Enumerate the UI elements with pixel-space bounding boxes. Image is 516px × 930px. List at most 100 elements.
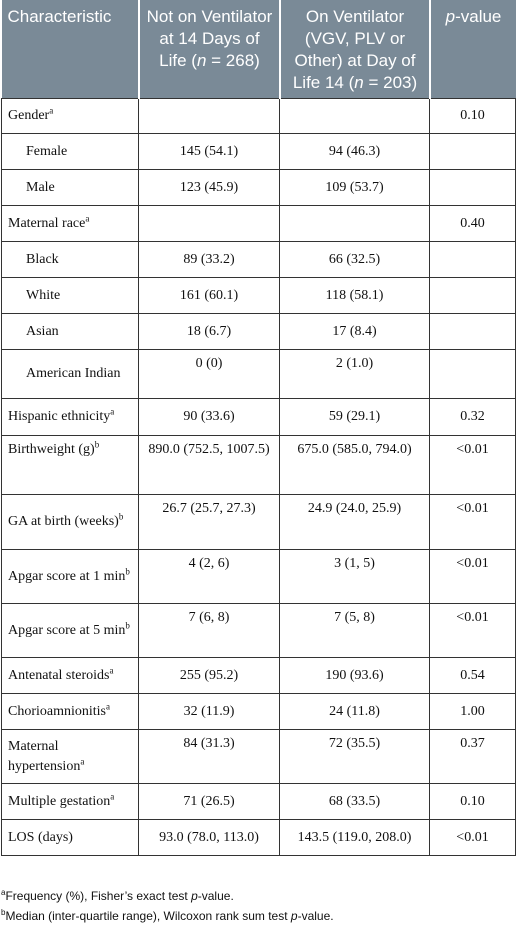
cell-on-ventilator: 24 (11.8) [279, 693, 430, 730]
table-row: Female 145 (54.1) 94 (46.3) [1, 133, 516, 170]
header-characteristic-label: Characteristic [7, 7, 112, 26]
cell-not-on-ventilator: 7 (6, 8) [138, 603, 280, 658]
header-not-on-ventilator: Not on Ventilator at 14 Days of Life (n … [138, 0, 281, 99]
cell-p-value [429, 277, 516, 314]
header-not-on-ventilator-n: n [196, 51, 207, 70]
cell-not-on-ventilator: 89 (33.2) [138, 241, 280, 278]
cell-on-ventilator: 143.5 (119.0, 208.0) [279, 819, 430, 856]
header-p-rest: -value [455, 7, 502, 26]
cell-on-ventilator: 59 (29.1) [279, 398, 430, 436]
cell-not-on-ventilator: 0 (0) [138, 349, 280, 399]
cell-p-value: <0.01 [429, 603, 516, 658]
row-label: LOS (days) [1, 819, 139, 856]
row-label: Maternal racea [1, 205, 139, 242]
cell-p-value: 0.40 [429, 205, 516, 242]
table-row: Birthweight (g)b 890.0 (752.5, 1007.5) 6… [1, 435, 516, 495]
cell-p-value: <0.01 [429, 435, 516, 495]
cell-not-on-ventilator: 4 (2, 6) [138, 549, 280, 604]
header-p-italic: p [445, 7, 456, 26]
cell-p-value: 0.32 [429, 398, 516, 436]
cell-p-value: 0.37 [429, 729, 516, 784]
cell-p-value [429, 241, 516, 278]
header-on-ventilator: On Ventilator (VGV, PLV or Other) at Day… [279, 0, 431, 99]
cell-on-ventilator: 190 (93.6) [279, 657, 430, 694]
footnote-b: bMedian (inter-quartile range), Wilcoxon… [1, 908, 334, 924]
table-row: Antenatal steroidsa 255 (95.2) 190 (93.6… [1, 657, 516, 694]
cell-p-value [429, 313, 516, 350]
table-row: GA at birth (weeks)b 26.7 (25.7, 27.3) 2… [1, 494, 516, 550]
cell-p-value [429, 349, 516, 399]
cell-p-value [429, 133, 516, 170]
row-label: Apgar score at 1 minb [1, 549, 139, 604]
header-on-ventilator-label: On Ventilator (VGV, PLV or Other) at Day… [292, 7, 416, 92]
cell-not-on-ventilator [138, 205, 280, 242]
cell-on-ventilator: 675.0 (585.0, 794.0) [279, 435, 430, 495]
row-label: Multiple gestationa [1, 783, 139, 820]
cell-p-value: 0.54 [429, 657, 516, 694]
cell-not-on-ventilator: 32 (11.9) [138, 693, 280, 730]
row-label: Male [1, 169, 139, 206]
cell-p-value: <0.01 [429, 819, 516, 856]
row-label: Asian [1, 313, 139, 350]
header-p-value: p-value [429, 0, 516, 99]
row-label: Gendera [1, 98, 139, 134]
row-label: Birthweight (g)b [1, 435, 139, 495]
row-label: Black [1, 241, 139, 278]
table-footnotes: aFrequency (%), Fisher’s exact test p-va… [1, 886, 515, 926]
cell-p-value: <0.01 [429, 549, 516, 604]
header-not-on-ventilator-count: = 268) [206, 51, 260, 70]
header-on-ventilator-n: n [354, 73, 364, 92]
footnote-a: aFrequency (%), Fisher’s exact test p-va… [1, 888, 234, 904]
table-row: Multiple gestationa 71 (26.5) 68 (33.5) … [1, 783, 516, 820]
cell-on-ventilator: 68 (33.5) [279, 783, 430, 820]
cell-on-ventilator: 17 (8.4) [279, 313, 430, 350]
table-row: Gendera 0.10 [1, 98, 516, 134]
table-row: Maternal hypertensiona 84 (31.3) 72 (35.… [1, 729, 516, 784]
cell-on-ventilator: 118 (58.1) [279, 277, 430, 314]
table-row: American Indian 0 (0) 2 (1.0) [1, 349, 516, 399]
cell-p-value: 1.00 [429, 693, 516, 730]
cell-on-ventilator: 72 (35.5) [279, 729, 430, 784]
cell-on-ventilator: 109 (53.7) [279, 169, 430, 206]
table-row: Chorioamnionitisa 32 (11.9) 24 (11.8) 1.… [1, 693, 516, 730]
cell-on-ventilator: 66 (32.5) [279, 241, 430, 278]
table-row: LOS (days) 93.0 (78.0, 113.0) 143.5 (119… [1, 819, 516, 856]
table-row: Asian 18 (6.7) 17 (8.4) [1, 313, 516, 350]
cell-on-ventilator: 2 (1.0) [279, 349, 430, 399]
cell-on-ventilator: 7 (5, 8) [279, 603, 430, 658]
row-label: American Indian [1, 349, 139, 399]
cell-not-on-ventilator: 90 (33.6) [138, 398, 280, 436]
cell-on-ventilator: 94 (46.3) [279, 133, 430, 170]
cell-not-on-ventilator: 18 (6.7) [138, 313, 280, 350]
header-on-ventilator-count: = 203) [363, 73, 418, 92]
cell-p-value [429, 169, 516, 206]
table-row: Maternal racea 0.40 [1, 205, 516, 242]
header-characteristic: Characteristic [1, 0, 140, 99]
cell-p-value: <0.01 [429, 494, 516, 550]
characteristics-table: Characteristic Not on Ventilator at 14 D… [1, 0, 516, 856]
cell-not-on-ventilator: 93.0 (78.0, 113.0) [138, 819, 280, 856]
cell-not-on-ventilator [138, 98, 280, 134]
cell-on-ventilator: 3 (1, 5) [279, 549, 430, 604]
row-label: Chorioamnionitisa [1, 693, 139, 730]
row-label: Maternal hypertensiona [1, 729, 139, 784]
table-row: White 161 (60.1) 118 (58.1) [1, 277, 516, 314]
cell-not-on-ventilator: 123 (45.9) [138, 169, 280, 206]
cell-not-on-ventilator: 161 (60.1) [138, 277, 280, 314]
cell-p-value: 0.10 [429, 98, 516, 134]
table-row: Hispanic ethnicitya 90 (33.6) 59 (29.1) … [1, 398, 516, 436]
table-row: Male 123 (45.9) 109 (53.7) [1, 169, 516, 206]
row-label: Female [1, 133, 139, 170]
cell-on-ventilator [279, 98, 430, 134]
cell-on-ventilator [279, 205, 430, 242]
characteristics-table-container: Characteristic Not on Ventilator at 14 D… [1, 0, 516, 856]
row-label: GA at birth (weeks)b [1, 494, 139, 550]
cell-p-value: 0.10 [429, 783, 516, 820]
cell-not-on-ventilator: 890.0 (752.5, 1007.5) [138, 435, 280, 495]
row-label: Hispanic ethnicitya [1, 398, 139, 436]
cell-not-on-ventilator: 26.7 (25.7, 27.3) [138, 494, 280, 550]
table-row: Apgar score at 5 minb 7 (6, 8) 7 (5, 8) … [1, 603, 516, 658]
row-label: Antenatal steroidsa [1, 657, 139, 694]
row-label: Apgar score at 5 minb [1, 603, 139, 658]
header-not-on-ventilator-label: Not on Ventilator at 14 Days of Life ( [146, 7, 273, 70]
